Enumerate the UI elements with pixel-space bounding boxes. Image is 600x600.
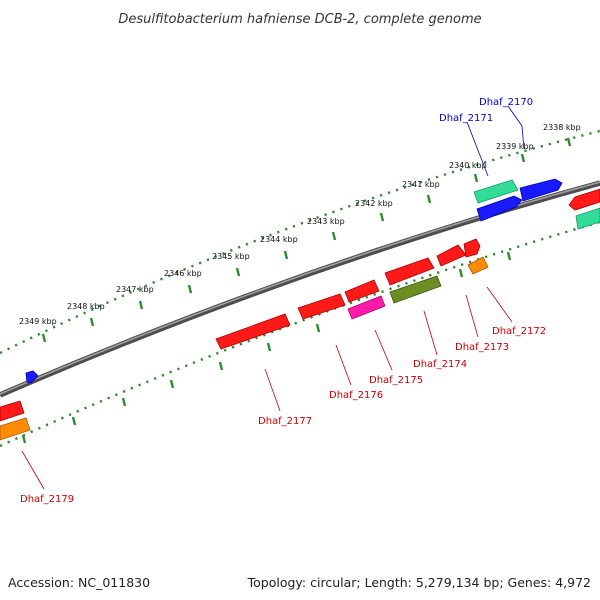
gene-dhaf-2177[interactable] [215,313,291,350]
reverse-genes [0,238,489,441]
reverse-gene-labels: Dhaf_2172 Dhaf_2173 Dhaf_2174 Dhaf_2175 … [20,286,546,505]
forward-genes [25,178,600,384]
ruler-labels: 2338 kbp 2339 kbp 2340 kbp 2341 kbp 2342… [19,123,581,326]
ruler-label-2339: 2339 kbp [496,142,534,151]
outer-ruler-track [0,129,600,355]
accession-label: Accession: NC_011830 [8,575,150,590]
ruler-label-2344: 2344 kbp [260,235,298,244]
genome-backbone [0,180,600,398]
ruler-label-2345: 2345 kbp [212,252,250,261]
gene-dhaf-2175-b[interactable] [344,279,380,303]
gene-forward-green-edge[interactable] [575,207,600,230]
gene-label-dhaf-2177[interactable]: Dhaf_2177 [258,416,312,427]
ruler-label-2341: 2341 kbp [402,180,440,189]
gene-dhaf-2175[interactable] [347,295,386,320]
gene-label-dhaf-2171[interactable]: Dhaf_2171 [439,113,493,124]
topology-summary: Topology: circular; Length: 5,279,134 bp… [247,575,591,590]
forward-gene-labels: Dhaf_2170 Dhaf_2171 [439,97,533,177]
gene-dhaf-2172[interactable] [463,238,481,258]
gene-dhaf-2179-orange[interactable] [0,417,31,441]
genome-backbone-highlight [0,181,600,395]
gene-dhaf-2174-b[interactable] [384,257,435,286]
gene-label-dhaf-2170[interactable]: Dhaf_2170 [479,97,533,108]
ruler-label-2340: 2340 kbp [449,161,487,170]
ruler-label-2348: 2348 kbp [67,302,105,311]
gene-dhaf-2171[interactable] [473,179,519,204]
gene-dhaf-2173[interactable] [467,256,489,275]
gene-dhaf-2176[interactable] [297,293,346,320]
ruler-label-2338: 2338 kbp [543,123,581,132]
gene-label-dhaf-2179[interactable]: Dhaf_2179 [20,494,74,505]
gene-forward-blue-small[interactable] [25,370,39,384]
gene-label-dhaf-2175[interactable]: Dhaf_2175 [369,375,423,386]
gene-dhaf-2173-b[interactable] [436,244,467,267]
gene-label-dhaf-2176[interactable]: Dhaf_2176 [329,390,383,401]
map-title: Desulfitobacterium hafniense DCB-2, comp… [118,12,481,27]
ruler-label-2342: 2342 kbp [355,199,393,208]
inner-ruler-track [0,220,600,448]
ruler-label-2343: 2343 kbp [307,217,345,226]
gene-label-dhaf-2172[interactable]: Dhaf_2172 [492,326,546,337]
gene-label-dhaf-2173[interactable]: Dhaf_2173 [455,342,509,353]
gene-label-dhaf-2174[interactable]: Dhaf_2174 [413,359,467,370]
outer-ruler-major-ticks [41,137,572,343]
gene-forward-red-edge[interactable] [568,188,600,211]
gene-dhaf-2170[interactable] [519,178,563,202]
ruler-label-2346: 2346 kbp [164,269,202,278]
ruler-label-2349: 2349 kbp [19,317,57,326]
gene-dhaf-2174[interactable] [389,275,442,304]
gene-dhaf-2179[interactable] [0,400,25,422]
ruler-label-2347: 2347 kbp [116,285,154,294]
gene-forward-blue-b[interactable] [476,195,523,222]
